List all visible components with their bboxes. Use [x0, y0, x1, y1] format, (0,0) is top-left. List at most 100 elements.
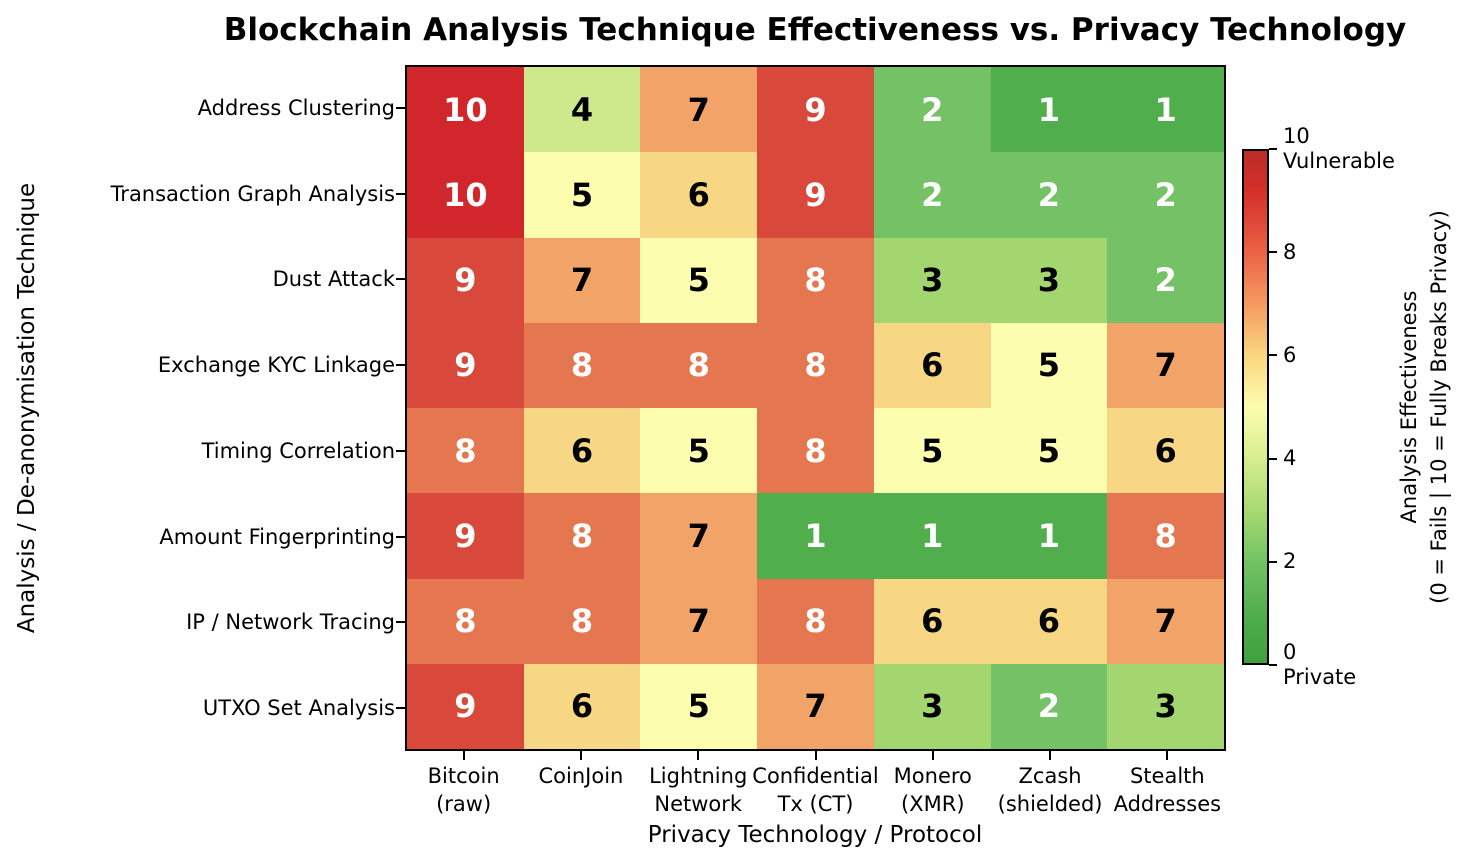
heatmap-cell: 5: [990, 408, 1108, 494]
x-tick-label: Bitcoin (raw): [427, 764, 500, 816]
heatmap-cell: 7: [757, 663, 874, 749]
heatmap-grid: 10 4 7 9 2 1 1 10 5 6 9 2 2 2 9 7 5 8 3 3 2 9 8 8 8 6 5 7 8 6 5 8 5 5 6 9 8 7…: [405, 65, 1226, 751]
colorbar-tick-mark: [1269, 354, 1277, 357]
heatmap-cell: 8: [757, 322, 874, 408]
y-tick-label: Address Clustering: [197, 95, 395, 120]
y-tick-label: Dust Attack: [272, 267, 395, 292]
heatmap-cell: 7: [1107, 578, 1224, 664]
heatmap-cell: 9: [407, 237, 524, 323]
colorbar-tick-mark: [1269, 251, 1277, 254]
heatmap-cell: 8: [1107, 493, 1224, 579]
y-tick-mark: [396, 278, 405, 281]
heatmap-cell: 2: [873, 152, 991, 238]
heatmap-cell: 8: [640, 322, 758, 408]
y-tick-label: Amount Fingerprinting: [159, 524, 395, 549]
heatmap-cell: 1: [757, 493, 874, 579]
colorbar-label: Analysis Effectiveness (0 = Fails | 10 =…: [1397, 210, 1451, 604]
heatmap-cell: 2: [873, 67, 991, 153]
heatmap-cell: 6: [640, 152, 758, 238]
x-tick-label: Zcash (shielded): [997, 764, 1103, 816]
heatmap-cell: 1: [873, 493, 991, 579]
heatmap-cell: 6: [873, 322, 991, 408]
y-tick-mark: [396, 106, 405, 109]
x-tick-label: Lightning Network: [649, 764, 748, 816]
heatmap-cell: 5: [640, 408, 758, 494]
y-tick-label: UTXO Set Analysis: [202, 696, 395, 721]
y-tick-label: Transaction Graph Analysis: [110, 181, 395, 206]
heatmap-cell: 5: [523, 152, 641, 238]
y-tick-mark: [396, 535, 405, 538]
heatmap-cell: 8: [407, 578, 524, 664]
x-tick-mark: [931, 751, 934, 760]
colorbar-tick-mark: [1269, 560, 1277, 563]
x-tick-label: CoinJoin: [538, 764, 624, 788]
heatmap-cell: 5: [640, 663, 758, 749]
colorbar-tick-mark: [1269, 148, 1277, 150]
heatmap-cell: 2: [990, 663, 1108, 749]
heatmap-cell: 5: [873, 408, 991, 494]
heatmap-cell: 6: [873, 578, 991, 664]
heatmap-cell: 5: [640, 237, 758, 323]
y-tick-mark: [396, 707, 405, 710]
heatmap-cell: 6: [523, 408, 641, 494]
heatmap-cell: 8: [757, 408, 874, 494]
heatmap-cell: 5: [990, 322, 1108, 408]
x-tick-mark: [579, 751, 582, 760]
x-tick-label: Stealth Addresses: [1113, 764, 1222, 816]
heatmap-cell: 8: [523, 578, 641, 664]
heatmap-cell: 4: [523, 67, 641, 153]
colorbar-tick-label: 4: [1283, 446, 1297, 471]
heatmap-cell: 3: [1107, 663, 1224, 749]
heatmap-cell: 10: [407, 67, 524, 153]
heatmap-cell: 7: [1107, 322, 1224, 408]
heatmap-cell: 9: [407, 663, 524, 749]
heatmap-cell: 8: [407, 408, 524, 494]
heatmap-cell: 7: [640, 67, 758, 153]
x-tick-mark: [1166, 751, 1169, 760]
x-tick-mark: [814, 751, 817, 760]
heatmap-cell: 3: [873, 237, 991, 323]
heatmap-cell: 8: [523, 322, 641, 408]
colorbar-tick-label: 10 Vulnerable: [1283, 124, 1395, 173]
x-tick-mark: [462, 751, 465, 760]
y-tick-label: IP / Network Tracing: [186, 610, 395, 635]
y-axis-label: Analysis / De-anonymisation Technique: [14, 182, 40, 634]
y-tick-mark: [396, 192, 405, 195]
y-tick-label: Timing Correlation: [201, 438, 395, 463]
heatmap-cell: 1: [990, 67, 1108, 153]
heatmap-cell: 6: [990, 578, 1108, 664]
heatmap-cell: 9: [757, 152, 874, 238]
colorbar: [1242, 149, 1269, 665]
x-axis-label: Privacy Technology / Protocol: [647, 822, 983, 848]
heatmap-cell: 3: [990, 237, 1108, 323]
colorbar-tick-label: 8: [1283, 239, 1297, 264]
heatmap-cell: 8: [757, 237, 874, 323]
heatmap-cell: 2: [990, 152, 1108, 238]
heatmap-cell: 1: [990, 493, 1108, 579]
x-tick-mark: [697, 751, 700, 760]
heatmap-cell: 7: [640, 578, 758, 664]
heatmap-cell: 1: [1107, 67, 1224, 153]
heatmap-cell: 6: [523, 663, 641, 749]
x-tick-label: Monero (XMR): [893, 764, 972, 816]
x-tick-mark: [1049, 751, 1052, 760]
heatmap-cell: 2: [1107, 237, 1224, 323]
y-tick-mark: [396, 449, 405, 452]
heatmap-cell: 8: [523, 493, 641, 579]
heatmap-cell: 6: [1107, 408, 1224, 494]
heatmap-cell: 9: [407, 322, 524, 408]
heatmap-cell: 7: [523, 237, 641, 323]
heatmap-cell: 2: [1107, 152, 1224, 238]
y-tick-mark: [396, 364, 405, 367]
heatmap-cell: 9: [407, 493, 524, 579]
heatmap-cell: 8: [757, 578, 874, 664]
y-tick-label: Exchange KYC Linkage: [157, 353, 395, 378]
colorbar-tick-label: 2: [1283, 549, 1297, 574]
x-tick-label: Confidential Tx (CT): [752, 764, 879, 816]
colorbar-tick-mark: [1269, 664, 1277, 666]
heatmap-cell: 9: [757, 67, 874, 153]
y-tick-mark: [396, 621, 405, 624]
heatmap-cell: 7: [640, 493, 758, 579]
colorbar-tick-label: 0 Private: [1283, 640, 1357, 689]
